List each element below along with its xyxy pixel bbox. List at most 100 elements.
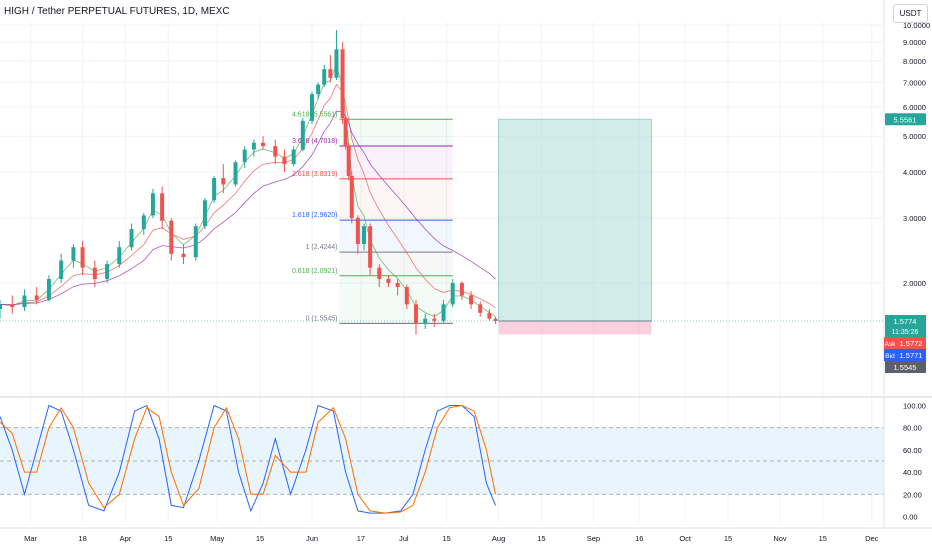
candle-body (212, 178, 217, 201)
candle-body (362, 226, 366, 245)
candle-body (34, 295, 39, 300)
candle-body (310, 94, 314, 121)
candle-body (377, 267, 382, 280)
candle-body (150, 193, 155, 216)
candle-body (273, 146, 278, 157)
bid-tag-bg (884, 348, 896, 361)
x-tick-label: 15 (724, 534, 732, 543)
candle-body (423, 318, 428, 324)
x-tick-label: 15 (164, 534, 172, 543)
candle-body (459, 282, 464, 296)
x-tick-label: 15 (537, 534, 545, 543)
candle-body (328, 69, 333, 78)
x-tick-label: 18 (78, 534, 86, 543)
x-tick-label: 17 (357, 534, 365, 543)
fib-band (339, 178, 453, 221)
candle-body (404, 287, 409, 305)
x-tick-label: 15 (819, 534, 827, 543)
fib-band (339, 146, 453, 179)
candle-body (92, 267, 97, 280)
stoch-y-tick-label: 100.00 (903, 402, 926, 411)
stop-zone[interactable] (498, 320, 652, 335)
y-tick-label: 7.0000 (903, 78, 926, 87)
stoch-y-tick-label: 40.00 (903, 468, 922, 477)
candle-body (346, 146, 351, 176)
ask-value-bg (896, 336, 926, 349)
candle-body (46, 279, 51, 300)
x-tick-label: Mar (24, 534, 37, 543)
x-tick-label: Aug (492, 534, 505, 543)
target-zone[interactable] (498, 118, 653, 322)
x-tick-label: Apr (120, 534, 132, 543)
bid-tag: Bid (885, 353, 895, 360)
candle-body (242, 149, 247, 163)
ask-tag: Ask (885, 341, 897, 348)
y-tick-label: 9.0000 (903, 38, 926, 47)
x-tick-label: 16 (635, 534, 643, 543)
candle-body (22, 295, 27, 308)
stoch-y-tick-label: 80.00 (903, 424, 922, 433)
candle-body (334, 49, 339, 78)
y-tick-label: 6.0000 (903, 103, 926, 112)
candle-body (251, 142, 256, 150)
bid-value-bg (896, 348, 926, 361)
candle-body (71, 247, 76, 261)
low-mark-label: 1.5545 (894, 363, 917, 372)
fib-level-label: 1.618 (2.9620) (292, 212, 338, 219)
stoch-y-tick-label: 60.00 (903, 446, 922, 455)
candle-body (395, 282, 400, 288)
candle-body (80, 247, 85, 268)
fib-level-label: 4.618 (5.5561) (292, 111, 338, 118)
x-tick-label: Dec (865, 534, 879, 543)
fib-band (339, 275, 453, 324)
candle-body (59, 260, 64, 280)
x-tick-label: Nov (773, 534, 787, 543)
candle-body (441, 304, 446, 321)
candle-body (202, 200, 207, 227)
candle-body (160, 193, 165, 221)
candle-body (105, 264, 110, 280)
candle-body (414, 304, 418, 324)
candle-body (169, 220, 174, 254)
low-mark-bg (885, 360, 926, 373)
candle-body (181, 253, 186, 258)
y-tick-label: 10.0000 (903, 21, 930, 30)
ask-tag-bg (884, 336, 896, 349)
candle-body (478, 304, 483, 313)
candle-body (129, 229, 134, 248)
candle-body (386, 279, 391, 283)
y-tick-label: 2.0000 (903, 279, 926, 288)
candle-body (221, 178, 226, 185)
stoch-y-tick-label: 0.00 (903, 512, 918, 521)
stoch-y-tick-label: 20.00 (903, 490, 922, 499)
candle-body (193, 226, 198, 258)
candle-body (355, 218, 360, 245)
fib-extension[interactable]: 4.618 (5.5561) 3.618 (4.7018) 2.618 (3.831… (292, 111, 453, 324)
candle-body (316, 84, 321, 95)
candle-body (368, 226, 373, 268)
stochastic-pane (0, 404, 884, 514)
chart-title[interactable]: HIGH / Tether PERPETUAL FUTURES, 1D, MEX… (4, 6, 230, 17)
fib-band (339, 119, 453, 147)
x-tick-label: May (210, 534, 224, 543)
candle-body (450, 282, 455, 305)
last-price-label: 1.5774 (894, 317, 917, 326)
position-zones[interactable] (498, 118, 653, 335)
candle-body (117, 247, 122, 265)
fib-level-label: 1 (2.4244) (306, 244, 338, 251)
candle-body (432, 318, 437, 321)
y-tick-label: 3.0000 (903, 214, 926, 223)
currency-button[interactable]: USDT (893, 4, 928, 23)
fib-level-label: 0.618 (2.0921) (292, 268, 338, 275)
target-price-label-bg (885, 113, 926, 126)
last-price-bg (885, 314, 926, 337)
x-tick-label: 15 (256, 534, 264, 543)
candle-body (291, 149, 296, 165)
x-tick-label: Jul (399, 534, 409, 543)
candle-body (141, 215, 146, 230)
candle-body (343, 118, 348, 147)
candle-body (487, 312, 492, 319)
x-tick-label: Sep (587, 534, 600, 543)
